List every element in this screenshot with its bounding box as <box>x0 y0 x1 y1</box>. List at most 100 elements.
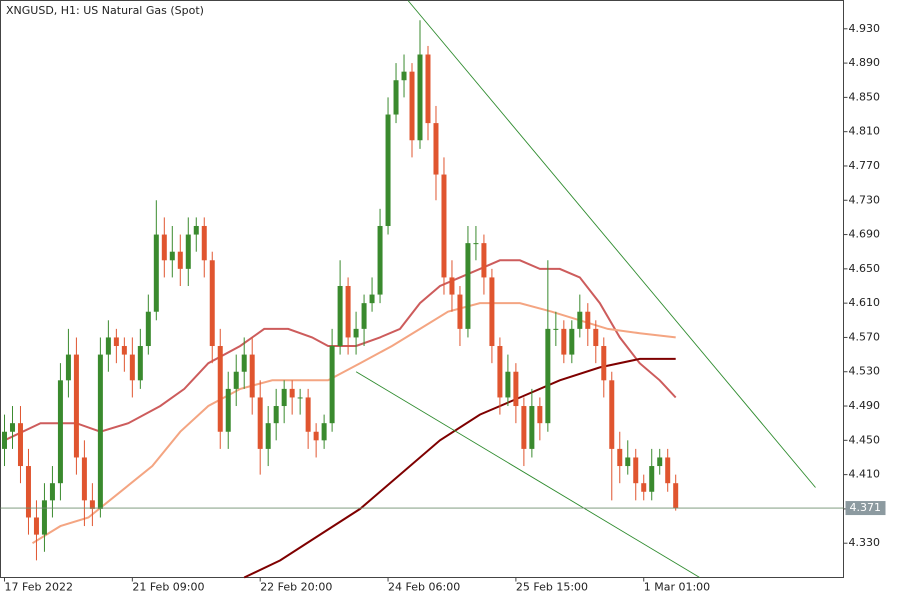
y-tick-label: 4.330 <box>849 536 881 549</box>
x-tick-label: 17 Feb 2022 <box>4 581 72 594</box>
candle-body <box>97 354 103 509</box>
candle-body <box>89 500 95 509</box>
candle-body <box>457 294 463 329</box>
y-tick-label: 4.490 <box>849 399 881 412</box>
candle-body <box>305 397 311 432</box>
candle-body <box>505 371 511 398</box>
candle-body <box>409 71 415 141</box>
candle-body <box>121 346 127 355</box>
candle-body <box>673 483 679 509</box>
candle-body <box>273 406 279 424</box>
candle-body <box>9 423 15 432</box>
candle-body <box>369 294 375 304</box>
candle-body <box>233 371 239 389</box>
candle-body <box>473 243 479 245</box>
candle-body <box>265 423 271 449</box>
candle-body <box>129 354 135 381</box>
x-tick-label: 25 Feb 15:00 <box>516 581 588 594</box>
candle-body <box>601 346 607 381</box>
candle-body <box>529 406 535 449</box>
indicator-line <box>355 371 700 578</box>
candle-body <box>161 234 167 261</box>
x-tick-label: 1 Mar 01:00 <box>644 581 710 594</box>
candle-body <box>449 277 455 295</box>
candle-body <box>153 234 159 312</box>
current-price-label: 4.371 <box>850 501 882 514</box>
candle-body <box>113 337 119 347</box>
candle-body <box>329 346 335 424</box>
y-tick-label: 4.930 <box>849 22 881 35</box>
candle-body <box>33 517 39 535</box>
y-tick-label: 4.650 <box>849 262 881 275</box>
candle-body <box>257 397 263 449</box>
y-tick-label: 4.690 <box>849 228 881 241</box>
candle-body <box>425 54 431 124</box>
candle-body <box>497 346 503 398</box>
candle-body <box>337 285 343 347</box>
indicator-line <box>243 357 676 579</box>
candle-body <box>313 431 319 441</box>
candle-body <box>25 466 31 518</box>
candle-body <box>137 346 143 381</box>
candle-body <box>49 483 55 501</box>
y-tick-label: 4.890 <box>849 56 881 69</box>
candle-body <box>617 448 623 467</box>
candle-body <box>209 260 215 347</box>
candle-body <box>633 457 639 484</box>
candle-body <box>297 397 303 399</box>
candle-body <box>417 54 423 141</box>
y-tick-label: 4.530 <box>849 365 881 378</box>
candle-body <box>393 80 399 115</box>
candle-body <box>489 277 495 347</box>
candle-body <box>513 371 519 407</box>
x-tick-label: 24 Feb 06:00 <box>388 581 460 594</box>
indicator-line <box>31 302 676 545</box>
y-tick-label: 4.570 <box>849 330 881 343</box>
candle-body <box>577 311 583 329</box>
y-tick-label: 4.610 <box>849 296 881 309</box>
y-tick-label: 4.810 <box>849 125 881 138</box>
candle-body <box>281 388 287 407</box>
candle-body <box>1 431 7 449</box>
candle-body <box>73 354 79 458</box>
candle-body <box>321 423 327 441</box>
candle-body <box>345 285 351 338</box>
candle-body <box>433 123 439 175</box>
candle-body <box>481 243 487 278</box>
indicator-line <box>4 259 677 442</box>
candle-body <box>169 251 175 261</box>
y-tick-label: 4.450 <box>849 433 881 446</box>
candle-body <box>57 380 63 484</box>
candle-body <box>361 303 367 329</box>
chart-title: XNGUSD, H1: US Natural Gas (Spot) <box>6 4 204 17</box>
candle-body <box>665 457 671 484</box>
candle-body <box>81 457 87 501</box>
candle-body <box>377 225 383 295</box>
y-tick-label: 4.770 <box>849 159 881 172</box>
candle-body <box>177 251 183 269</box>
candle-body <box>625 457 631 467</box>
candle-body <box>65 354 71 381</box>
candle-body <box>561 328 567 355</box>
current-price-box <box>845 501 886 516</box>
candle-body <box>521 406 527 449</box>
candle-body <box>585 311 591 329</box>
y-tick-label: 4.730 <box>849 193 881 206</box>
candle-body <box>145 311 151 347</box>
candle-body <box>593 328 599 347</box>
y-tick-label: 4.410 <box>849 468 881 481</box>
indicator-line <box>407 0 816 488</box>
candle-body <box>385 114 391 226</box>
candle-body <box>569 328 575 355</box>
candle-body <box>225 388 231 432</box>
candle-body <box>641 483 647 492</box>
candle-body <box>185 234 191 269</box>
candle-body <box>553 328 559 330</box>
y-tick-label: 4.850 <box>849 90 881 103</box>
candle-body <box>289 388 295 398</box>
candle-body <box>353 328 359 338</box>
candle-body <box>241 354 247 372</box>
x-tick-label: 21 Feb 09:00 <box>132 581 204 594</box>
candle-body <box>465 243 471 329</box>
